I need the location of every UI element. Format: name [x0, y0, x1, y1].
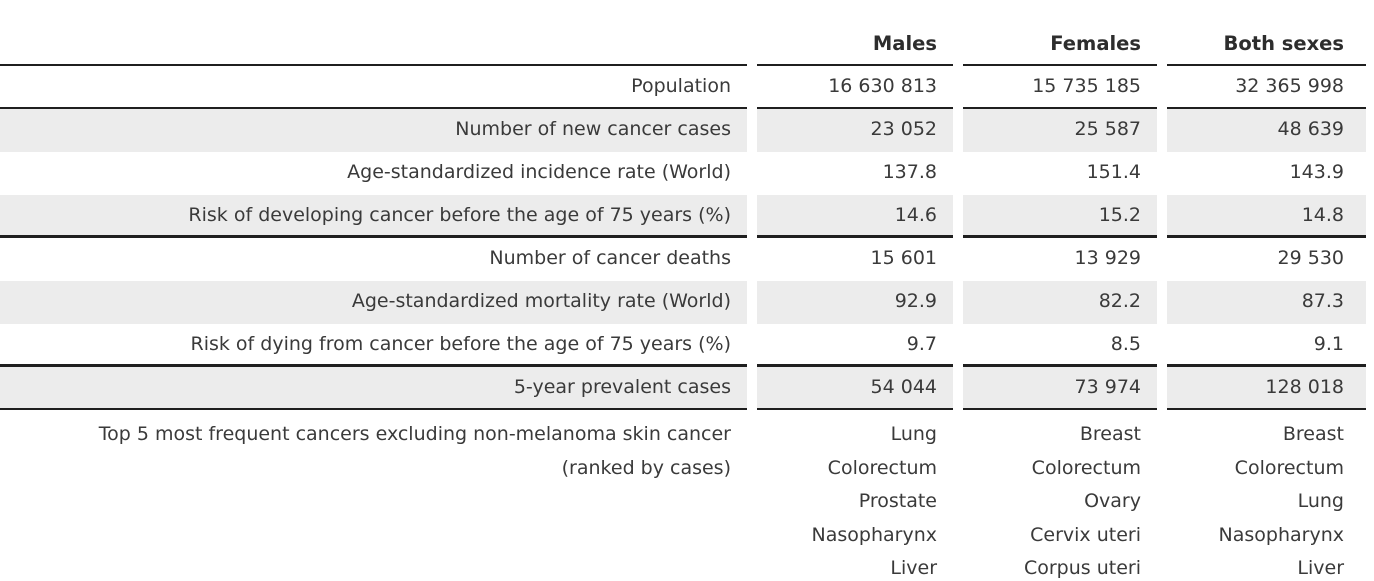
list-item: Ovary	[1084, 490, 1141, 512]
list-item: Prostate	[858, 490, 937, 512]
top5-label-line2: (ranked by cases)	[561, 456, 731, 479]
value-males: 9.7	[757, 324, 953, 367]
value-both: 87.3	[1167, 281, 1366, 324]
list-item: Colorectum	[1234, 456, 1344, 479]
value-females: 15 735 185	[963, 66, 1157, 109]
value-both: 29 530	[1277, 247, 1344, 269]
row-label: Age-standardized incidence rate (World)	[347, 161, 731, 183]
header-empty-cell	[0, 0, 747, 66]
value-females: 25 587	[963, 109, 1157, 152]
row-label: Number of cancer deaths	[489, 247, 731, 269]
list-item: Colorectum	[827, 456, 937, 479]
value-males: 92.9	[757, 281, 953, 324]
value-both: 128 018	[1167, 367, 1366, 410]
value-both: 143.9	[1289, 161, 1344, 183]
header-females: Females	[963, 0, 1157, 66]
list-item: Liver	[1297, 557, 1344, 579]
list-item: Breast	[1079, 423, 1141, 445]
value-both: 32 365 998	[1167, 66, 1366, 109]
table-row-cancer-deaths: Number of cancer deaths 15 601 13 929 29…	[0, 238, 1366, 281]
table-row-incidence-rate: Age-standardized incidence rate (World) …	[0, 152, 1366, 195]
list-item: Lung	[890, 423, 937, 445]
top5-label-line1: Top 5 most frequent cancers excluding no…	[98, 423, 731, 445]
value-females: 151.4	[1086, 161, 1141, 183]
list-item: Corpus uteri	[1023, 557, 1141, 579]
table-row-risk-developing: Risk of developing cancer before the age…	[0, 195, 1366, 238]
top5-label: Top 5 most frequent cancers excluding no…	[0, 410, 747, 581]
table-row-mortality-rate: Age-standardized mortality rate (World) …	[0, 281, 1366, 324]
header-males: Males	[757, 0, 953, 66]
value-males: 14.6	[757, 195, 953, 238]
table-row-new-cases: Number of new cancer cases 23 052 25 587…	[0, 109, 1366, 152]
list-item: Liver	[890, 557, 937, 579]
table-row-risk-dying: Risk of dying from cancer before the age…	[0, 324, 1366, 367]
list-item: Lung	[1297, 490, 1344, 512]
row-label: Population	[0, 66, 747, 109]
row-label: Risk of developing cancer before the age…	[0, 195, 747, 238]
value-males: 54 044	[757, 367, 953, 410]
value-females: 73 974	[963, 367, 1157, 410]
list-item: Cervix uteri	[1030, 523, 1141, 546]
value-males: 137.8	[882, 161, 937, 183]
value-both: 14.8	[1167, 195, 1366, 238]
value-both: 48 639	[1167, 109, 1366, 152]
list-item: Breast	[1282, 423, 1344, 445]
top5-both-list: Breast Colorectum Lung Nasopharynx Liver	[1167, 410, 1366, 581]
value-females: 82.2	[963, 281, 1157, 324]
value-both: 9.1	[1167, 324, 1366, 367]
header-both-sexes: Both sexes	[1167, 0, 1366, 66]
row-label: 5-year prevalent cases	[0, 367, 747, 410]
value-females: 15.2	[963, 195, 1157, 238]
value-males: 23 052	[757, 109, 953, 152]
row-label: Age-standardized mortality rate (World)	[0, 281, 747, 324]
value-males: 15 601	[870, 247, 937, 269]
value-females: 13 929	[1074, 247, 1141, 269]
top5-females-list: Breast Colorectum Ovary Cervix uteri Cor…	[963, 410, 1157, 581]
row-label: Number of new cancer cases	[0, 109, 747, 152]
table-row-top5-cancers: Top 5 most frequent cancers excluding no…	[0, 410, 1366, 581]
list-item: Nasopharynx	[811, 523, 937, 546]
top5-males-list: Lung Colorectum Prostate Nasopharynx Liv…	[757, 410, 953, 581]
table-row-population: Population 16 630 813 15 735 185 32 365 …	[0, 66, 1366, 109]
value-females: 8.5	[963, 324, 1157, 367]
table-header-row: Males Females Both sexes	[0, 0, 1366, 66]
value-males: 16 630 813	[757, 66, 953, 109]
list-item: Nasopharynx	[1218, 523, 1344, 546]
row-label: Risk of dying from cancer before the age…	[0, 324, 747, 367]
list-item: Colorectum	[1031, 456, 1141, 479]
table-row-prevalent-cases: 5-year prevalent cases 54 044 73 974 128…	[0, 367, 1366, 410]
